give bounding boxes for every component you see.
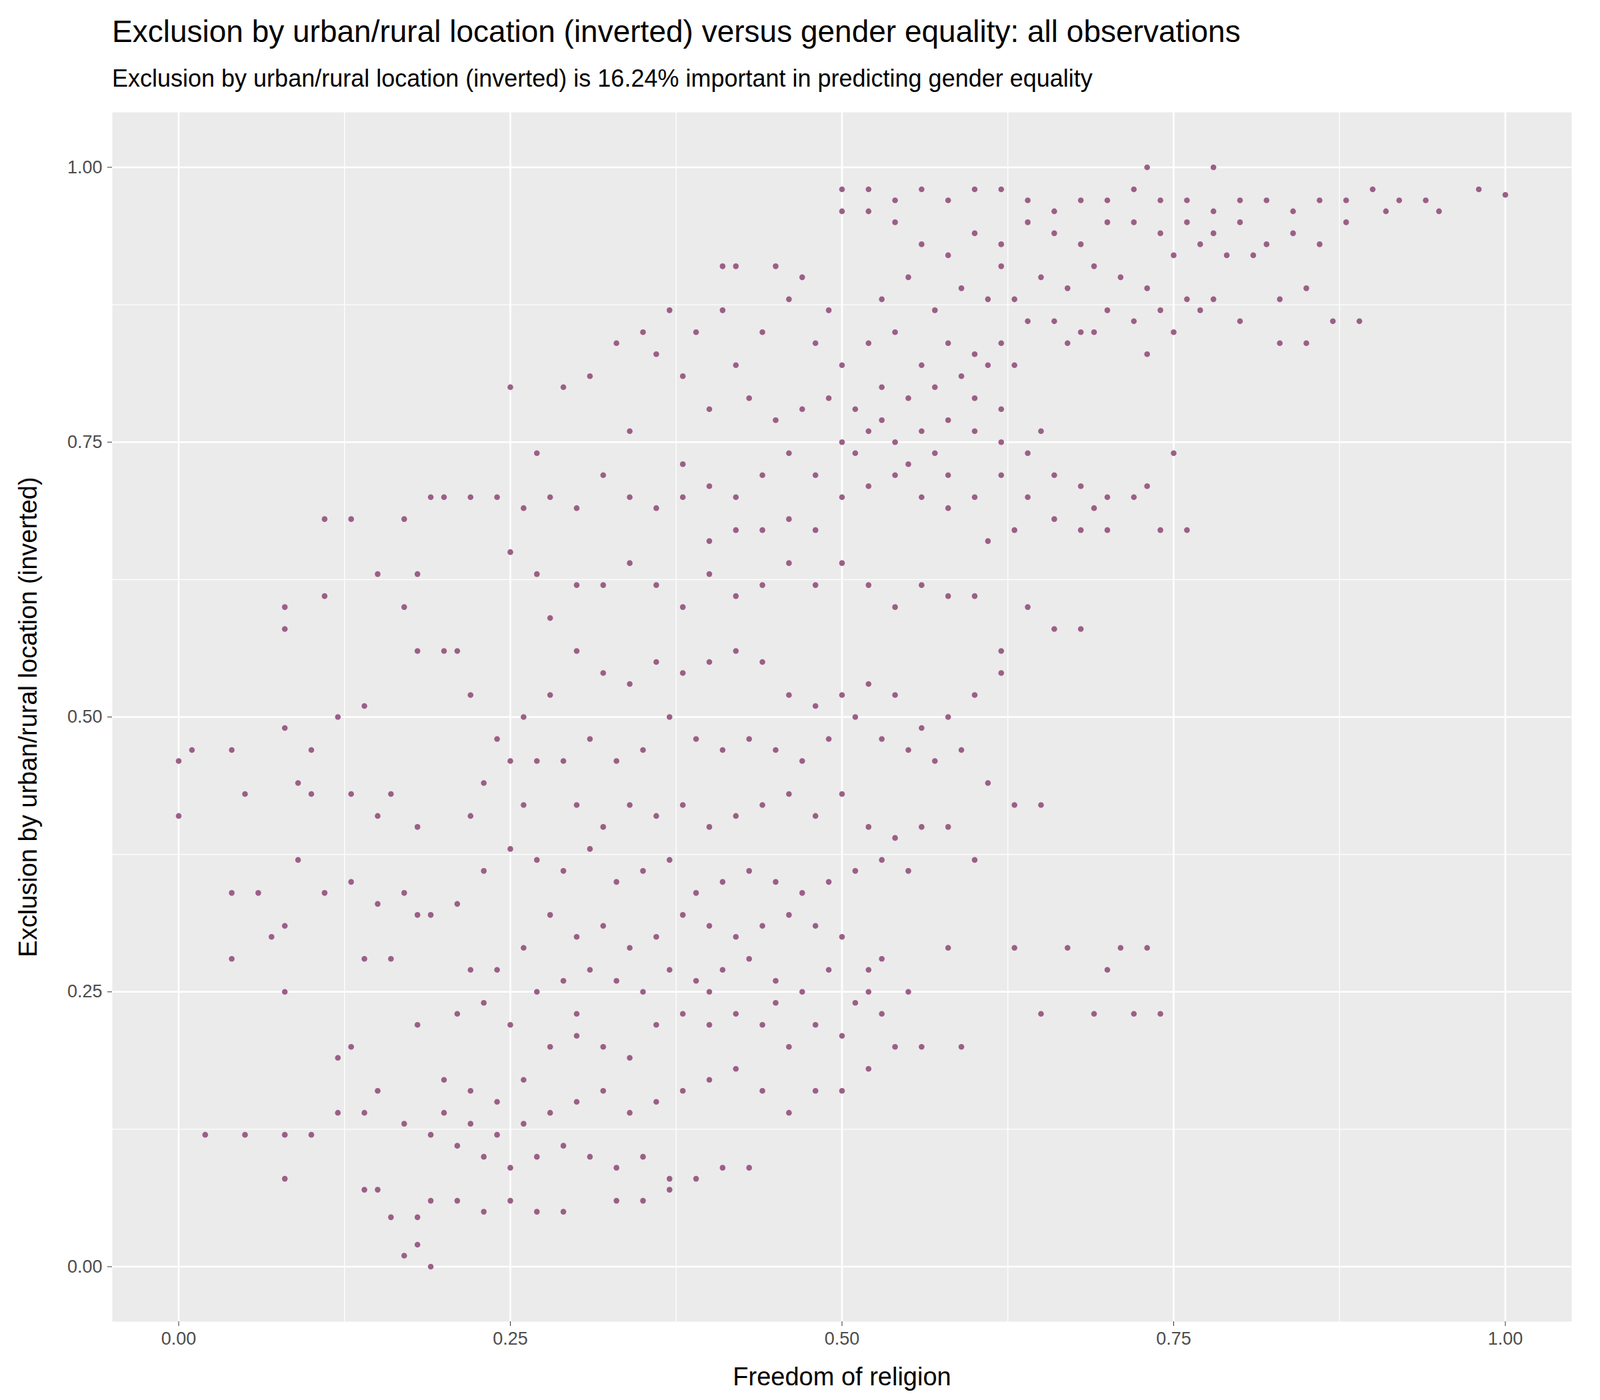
svg-text:0.75: 0.75 bbox=[1156, 1328, 1192, 1349]
svg-text:0.50: 0.50 bbox=[67, 706, 103, 727]
svg-text:0.25: 0.25 bbox=[492, 1328, 528, 1349]
svg-text:Freedom of religion: Freedom of religion bbox=[732, 1362, 951, 1391]
svg-text:0.00: 0.00 bbox=[67, 1256, 103, 1277]
svg-text:0.25: 0.25 bbox=[67, 981, 103, 1002]
svg-text:1.00: 1.00 bbox=[1488, 1328, 1524, 1349]
svg-text:Exclusion by urban/rural locat: Exclusion by urban/rural location (inver… bbox=[14, 476, 42, 957]
html-text:Exclusion by urban/rural locat: Exclusion by urban/rural location (inver… bbox=[112, 64, 1093, 92]
svg-text:0.00: 0.00 bbox=[161, 1328, 197, 1349]
svg-text:0.50: 0.50 bbox=[824, 1328, 860, 1349]
svg-text:1.00: 1.00 bbox=[67, 157, 103, 178]
svg-text:0.75: 0.75 bbox=[67, 432, 103, 452]
html-text:Exclusion by urban/rural locat: Exclusion by urban/rural location (inver… bbox=[112, 14, 1241, 49]
